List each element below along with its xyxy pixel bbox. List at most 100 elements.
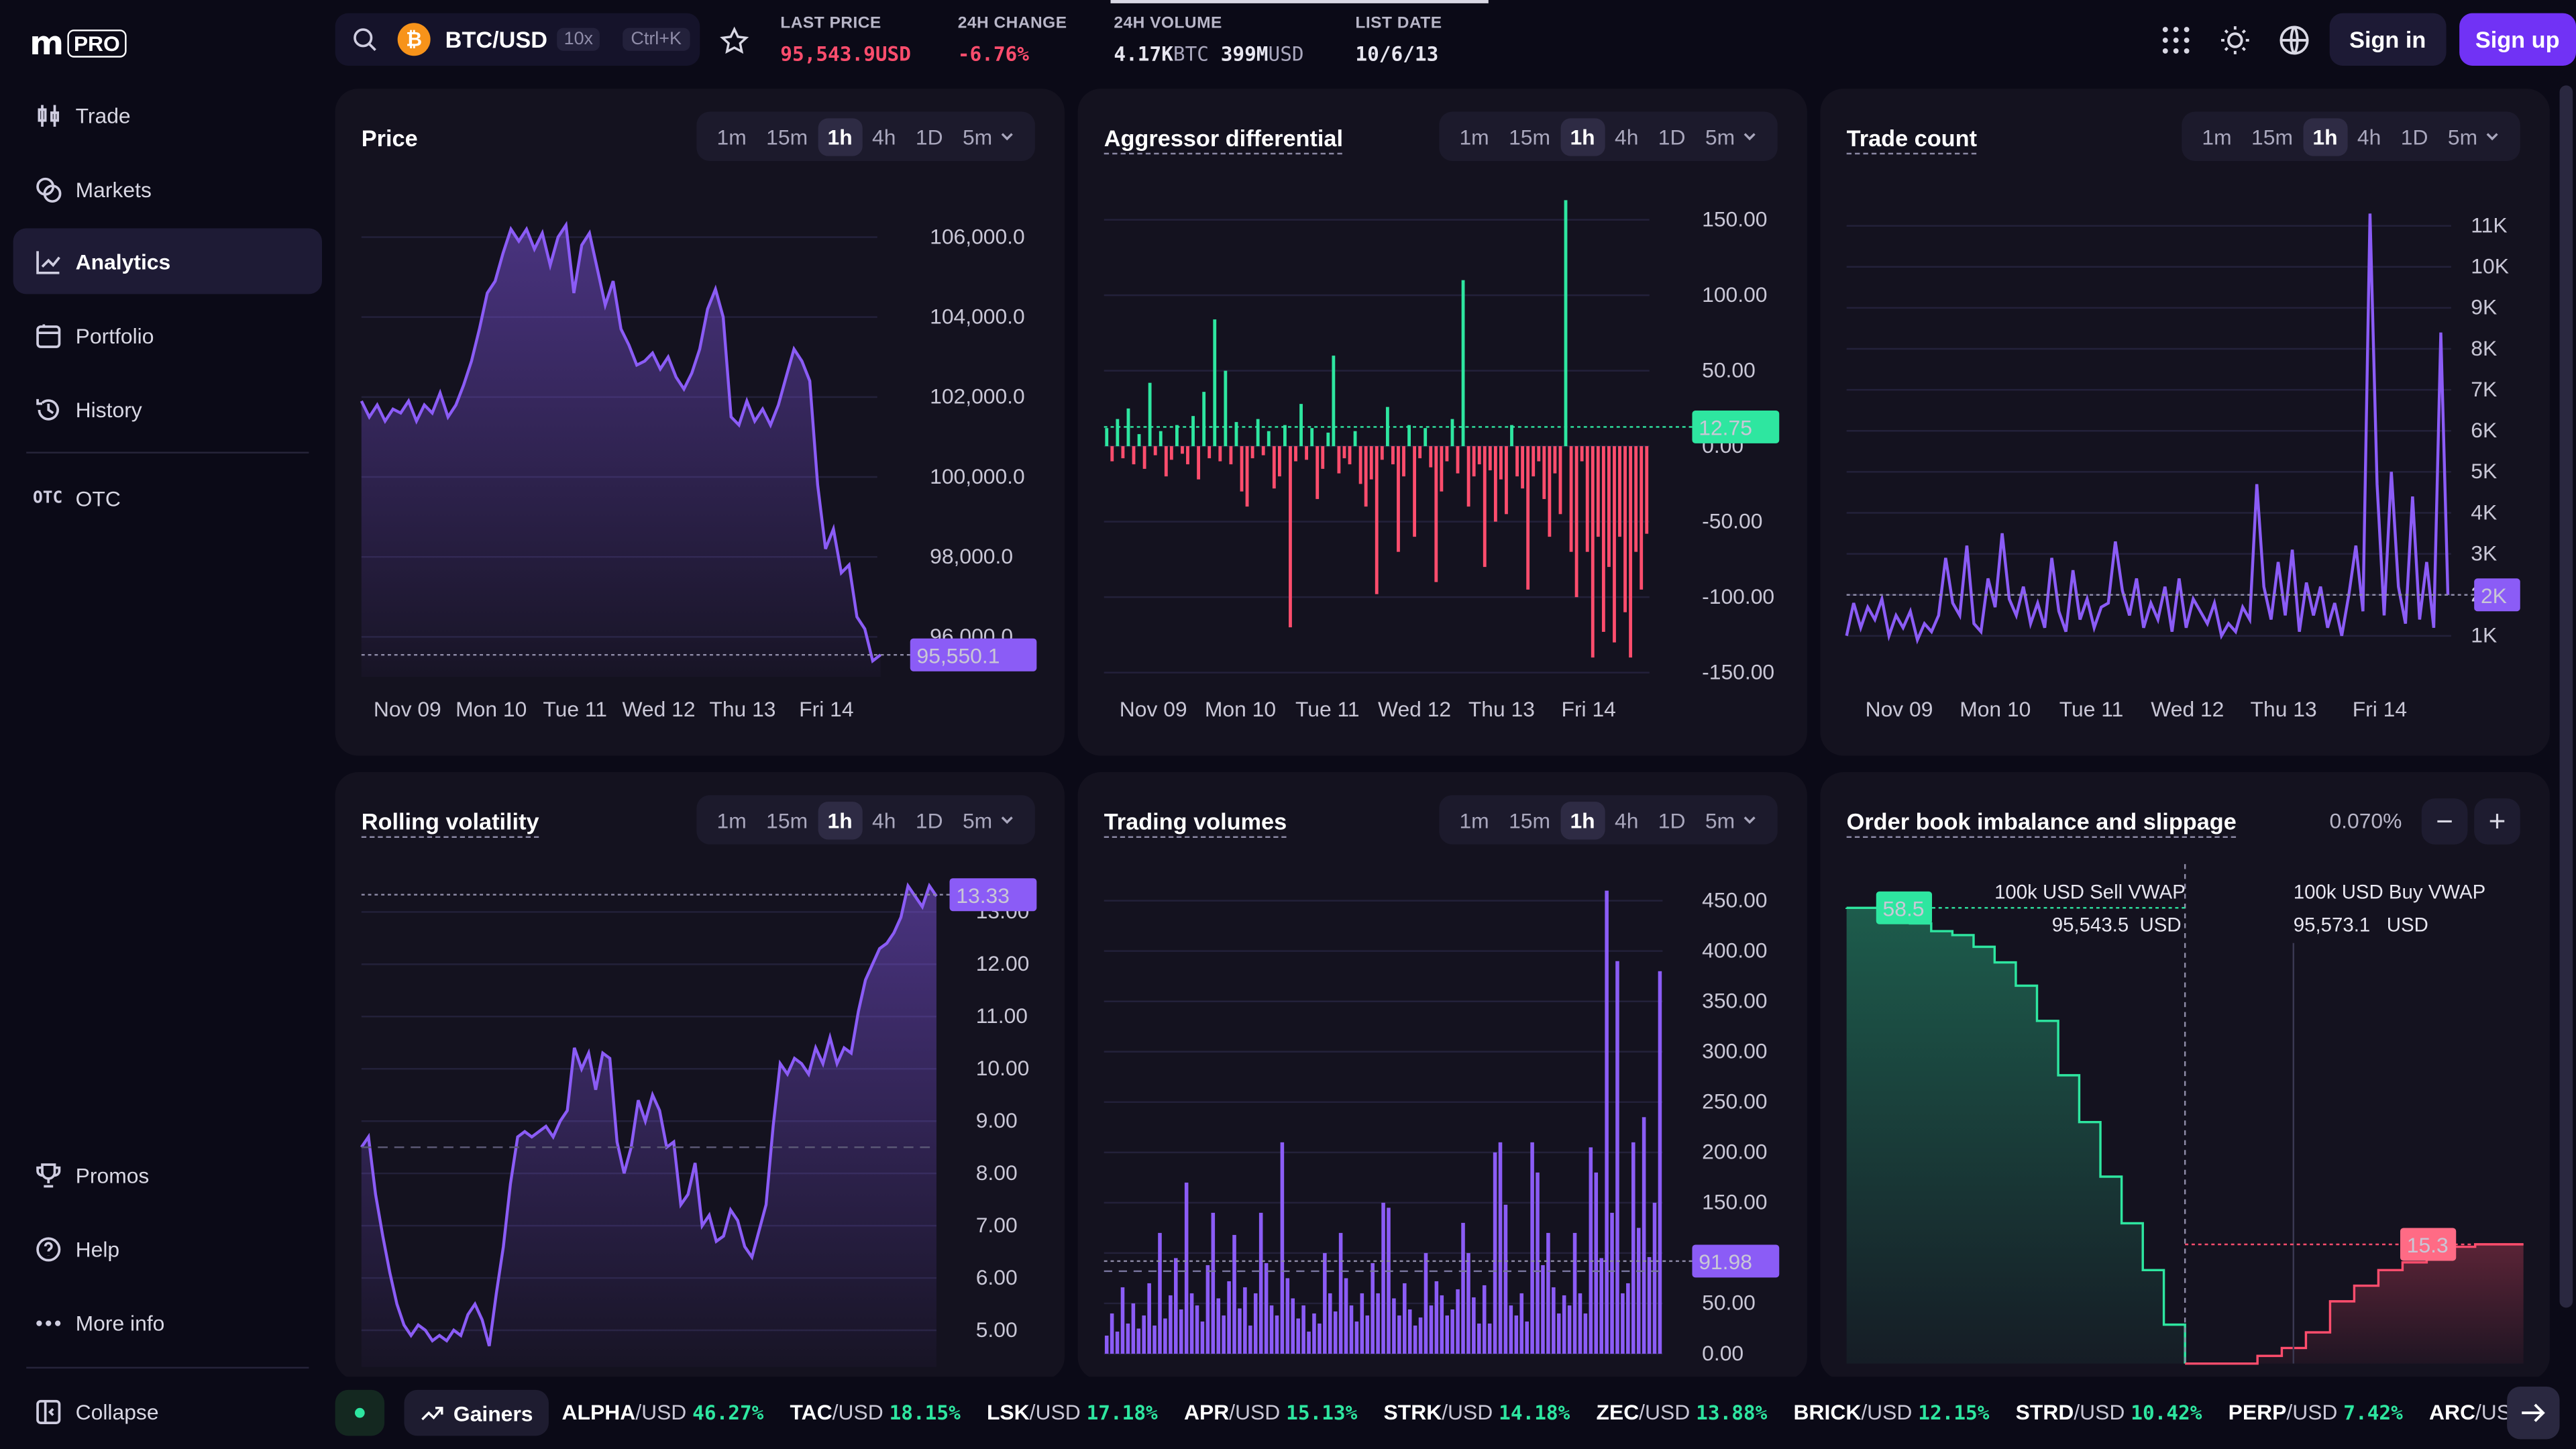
sidebar-item-portfolio[interactable]: Portfolio [13, 303, 322, 368]
timeframe-1m[interactable]: 1m [716, 807, 747, 833]
timeframe-15m[interactable]: 15m [2251, 123, 2294, 149]
timeframe-4h[interactable]: 4h [872, 123, 896, 149]
timeframe-1h[interactable]: 1h [1560, 800, 1605, 839]
timeframe-5m[interactable]: 5m [1695, 801, 1768, 839]
timeframe-1D[interactable]: 1D [915, 123, 943, 149]
sidebar-item-help[interactable]: Help [13, 1216, 322, 1281]
timeframe-1D[interactable]: 1D [1658, 807, 1686, 833]
volumes-chart[interactable]: 450.00 400.00 350.00 300.00 250.00 200.00 150.… [1078, 772, 1807, 1380]
bar [1195, 1305, 1199, 1354]
timeframe-1D[interactable]: 1D [1658, 123, 1686, 149]
x-tick-label: Mon 10 [1205, 697, 1276, 721]
trade-count-chart[interactable]: 11K 10K 9K 8K 7K 6K 5K 4K 3K 2K 1K Nov 09 Mon 10 Tue … [1820, 89, 2549, 755]
collapse-button[interactable]: Collapse [13, 1379, 322, 1444]
timeframe-1h[interactable]: 1h [817, 800, 863, 839]
theme-sun-icon[interactable] [2211, 13, 2257, 66]
apps-grid-icon[interactable] [2152, 13, 2198, 66]
favorite-star-icon[interactable] [720, 26, 749, 56]
bar [1631, 1142, 1635, 1354]
bar [1132, 446, 1136, 465]
timeframe-1m[interactable]: 1m [1459, 123, 1489, 149]
bar [1275, 1315, 1279, 1354]
timeframe-5m[interactable]: 5m [953, 117, 1025, 155]
chevron-down-icon [1001, 816, 1013, 824]
bar [1397, 446, 1400, 552]
bar [1310, 428, 1314, 447]
bar [1599, 1258, 1603, 1354]
sidebar-item-trade[interactable]: Trade [13, 82, 322, 148]
bar [1498, 1142, 1503, 1354]
ticker-item[interactable]: ZEC/USD 13.88% [1596, 1399, 1768, 1425]
ticker-item[interactable]: BRICK/USD 12.15% [1793, 1399, 1990, 1425]
y-tick-label: 0.00 [1702, 1341, 1743, 1365]
sidebar-item-promos[interactable]: Promos [13, 1142, 322, 1208]
gainers-label: Gainers [453, 1400, 533, 1426]
ticker-next-button[interactable] [2507, 1386, 2560, 1440]
timeframe-1m[interactable]: 1m [2202, 123, 2232, 149]
bar [1397, 1315, 1401, 1354]
sidebar-item-more-info[interactable]: More info [13, 1289, 322, 1355]
timeframe-4h[interactable]: 4h [872, 807, 896, 833]
ticker-item[interactable]: TAC/USD 18.15% [790, 1399, 961, 1425]
timeframe-4h[interactable]: 4h [1614, 807, 1639, 833]
y-tick-label: -150.00 [1702, 659, 1774, 684]
sign-up-button[interactable]: Sign up [2459, 13, 2576, 66]
pair-search[interactable]: ₿ BTC/USD 10x Ctrl+K [335, 13, 700, 66]
price-chart[interactable]: 106,000.0 104,000.0 102,000.0 100,000.0 98,0… [335, 89, 1065, 755]
page-scrollbar[interactable] [2559, 85, 2573, 1308]
bar [1224, 370, 1228, 447]
timeframe-5m[interactable]: 5m [1695, 117, 1768, 155]
bar [1181, 446, 1184, 454]
orderbook-chart[interactable]: 58.5 15.3 [1820, 772, 2549, 1380]
timeframe-15m[interactable]: 15m [1509, 807, 1551, 833]
timeframe-5m[interactable]: 5m [2438, 117, 2510, 155]
sidebar-item-markets[interactable]: Markets [13, 156, 322, 222]
logo[interactable]: m PRO [30, 23, 127, 62]
ticker-item[interactable]: LSK/USD 17.18% [986, 1399, 1158, 1425]
timeframe-15m[interactable]: 15m [766, 807, 808, 833]
timeframe-1D[interactable]: 1D [915, 807, 943, 833]
timeframe-1h[interactable]: 1h [817, 117, 863, 156]
ticker-item[interactable]: PERP/USD 7.42% [2228, 1399, 2403, 1425]
bar [1248, 1325, 1252, 1354]
bar [1323, 1252, 1327, 1354]
sign-in-button[interactable]: Sign in [2329, 13, 2446, 66]
sidebar-item-otc[interactable]: OTC OTC [13, 465, 322, 531]
y-tick-label: 5K [2471, 459, 2497, 483]
ticker-item[interactable]: ALPHA/USD 46.27% [561, 1399, 764, 1425]
sidebar-item-analytics[interactable]: Analytics [13, 228, 323, 294]
leverage-badge: 10x [557, 28, 600, 51]
ticker-item[interactable]: STRD/USD 10.42% [2015, 1399, 2202, 1425]
bar [1493, 446, 1497, 522]
bar [1337, 446, 1341, 474]
timeframe-4h[interactable]: 4h [1614, 123, 1639, 149]
volatility-chart[interactable]: 13.0012.0011.0010.009.008.007.006.005.00… [335, 772, 1065, 1380]
timeframe-4h[interactable]: 4h [2357, 123, 2381, 149]
timeframe-1h[interactable]: 1h [2302, 117, 2348, 156]
ticker-item[interactable]: STRK/USD 14.18% [1383, 1399, 1570, 1425]
bar [1321, 446, 1325, 469]
timeframe-5m[interactable]: 5m [953, 801, 1025, 839]
bar [1159, 431, 1163, 447]
zoom-out-button[interactable]: − [2421, 798, 2468, 845]
timeframe-15m[interactable]: 15m [766, 123, 808, 149]
bar [1456, 446, 1460, 474]
gainers-button[interactable]: Gainers [404, 1389, 549, 1436]
y-tick-label: 10.00 [976, 1056, 1030, 1080]
aggressor-chart[interactable]: 150.00100.0050.000.00-50.00-100.00-150.0… [1078, 89, 1807, 755]
bar [1104, 1335, 1109, 1354]
timeframe-1h[interactable]: 1h [1560, 117, 1605, 156]
bar [1466, 1252, 1470, 1354]
timeframe-1m[interactable]: 1m [716, 123, 747, 149]
bar [1250, 446, 1254, 459]
language-globe-icon[interactable] [2271, 13, 2317, 66]
timeframe-1D[interactable]: 1D [2400, 123, 2428, 149]
sidebar-item-history[interactable]: History [13, 376, 322, 442]
series-line [1845, 213, 2450, 645]
bar [1305, 446, 1309, 460]
timeframe-1m[interactable]: 1m [1459, 807, 1489, 833]
timeframe-15m[interactable]: 15m [1509, 123, 1551, 149]
ticker-item[interactable]: APR/USD 15.13% [1183, 1399, 1358, 1425]
bar [1152, 1325, 1157, 1354]
zoom-in-button[interactable]: + [2474, 798, 2520, 845]
